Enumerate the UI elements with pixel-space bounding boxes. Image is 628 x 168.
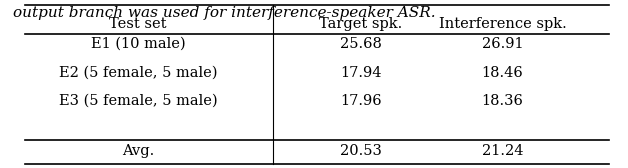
- Text: Interference spk.: Interference spk.: [438, 17, 566, 31]
- Text: 18.46: 18.46: [482, 66, 523, 80]
- Text: 18.36: 18.36: [482, 94, 523, 108]
- Text: Test set: Test set: [109, 17, 167, 31]
- Text: E2 (5 female, 5 male): E2 (5 female, 5 male): [59, 66, 217, 80]
- Text: 25.68: 25.68: [340, 37, 382, 51]
- Text: 26.91: 26.91: [482, 37, 523, 51]
- Text: 20.53: 20.53: [340, 144, 382, 158]
- Text: Target spk.: Target spk.: [320, 17, 403, 31]
- Text: Avg.: Avg.: [122, 144, 154, 158]
- Text: output branch was used for interference-speaker ASR.: output branch was used for interference-…: [13, 6, 435, 20]
- Text: 21.24: 21.24: [482, 144, 523, 158]
- Text: 17.94: 17.94: [340, 66, 382, 80]
- Text: E1 (10 male): E1 (10 male): [91, 37, 185, 51]
- Text: E3 (5 female, 5 male): E3 (5 female, 5 male): [59, 94, 217, 108]
- Text: 17.96: 17.96: [340, 94, 382, 108]
